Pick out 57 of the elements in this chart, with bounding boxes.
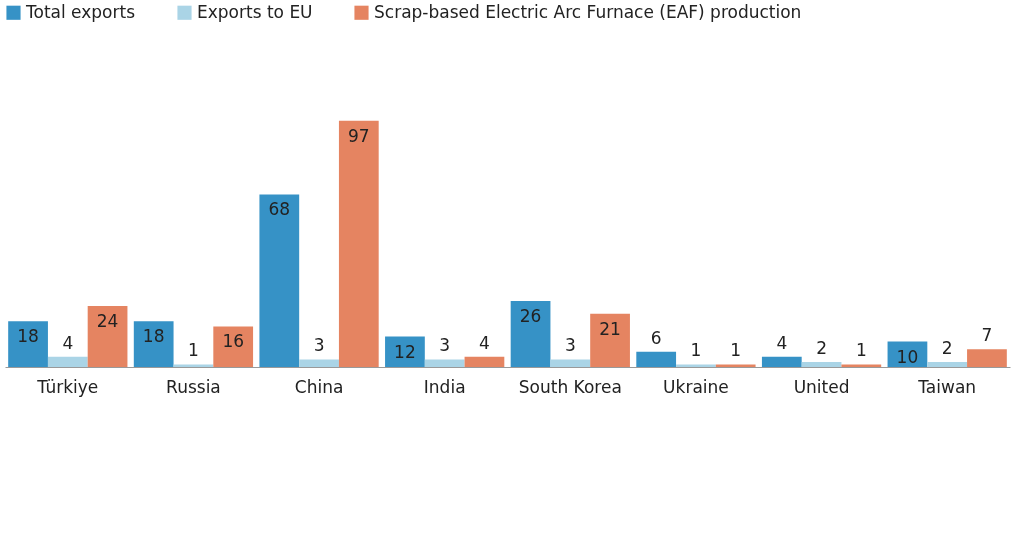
legend-label: Scrap-based Electric Arc Furnace (EAF) production (374, 1, 802, 22)
data-label: 4 (776, 332, 788, 353)
x-tick-label: United (793, 376, 850, 397)
legend-label: Total exports (25, 1, 136, 22)
data-label: 24 (96, 311, 119, 332)
data-label: 6 (650, 327, 662, 348)
bar (715, 364, 756, 367)
data-label: 97 (348, 125, 370, 146)
x-tick-label: India (423, 376, 466, 397)
bar (87, 306, 128, 367)
bar (801, 361, 842, 367)
bar (927, 361, 968, 367)
bar (213, 326, 254, 367)
data-label: 1 (188, 340, 199, 361)
data-label: 26 (519, 306, 542, 327)
legend-label: Exports to EU (197, 1, 313, 22)
data-label: 4 (62, 332, 74, 353)
x-tick-label: Taiwan (917, 376, 977, 397)
data-label: 1 (855, 340, 867, 361)
bar (761, 356, 802, 367)
x-tick-label: Russia (166, 376, 221, 397)
bar (550, 359, 591, 367)
bar (259, 194, 300, 367)
bar (173, 364, 214, 367)
data-label: 3 (564, 335, 576, 356)
bar (676, 364, 716, 367)
data-label: 1 (690, 340, 702, 361)
bar (424, 359, 465, 367)
x-tick-label: South Korea (518, 376, 622, 397)
data-label: 3 (439, 335, 451, 356)
data-label: 21 (599, 318, 621, 339)
bar (510, 301, 551, 367)
data-label: 16 (222, 331, 245, 352)
data-label: 4 (479, 332, 490, 353)
x-tick-label: Türkiye (36, 376, 99, 397)
data-label: 3 (313, 335, 325, 356)
bar (299, 359, 339, 367)
data-label: 18 (17, 326, 39, 347)
data-label: 2 (816, 337, 827, 358)
data-label: 10 (896, 346, 919, 367)
bar (967, 349, 1007, 367)
data-label: 7 (981, 325, 993, 346)
data-label: 2 (941, 337, 953, 358)
bar (8, 321, 48, 367)
data-label: 68 (268, 199, 291, 220)
data-label: 12 (394, 341, 416, 362)
x-tick-label: China (294, 376, 344, 397)
bar (636, 351, 677, 367)
bar (338, 120, 379, 367)
data-label: 18 (142, 326, 165, 347)
bar (47, 356, 88, 367)
bar (841, 364, 882, 367)
data-label: 1 (730, 340, 742, 361)
bar (133, 321, 174, 367)
bar (590, 313, 630, 367)
bar (464, 356, 505, 367)
x-tick-label: Ukraine (663, 376, 729, 397)
